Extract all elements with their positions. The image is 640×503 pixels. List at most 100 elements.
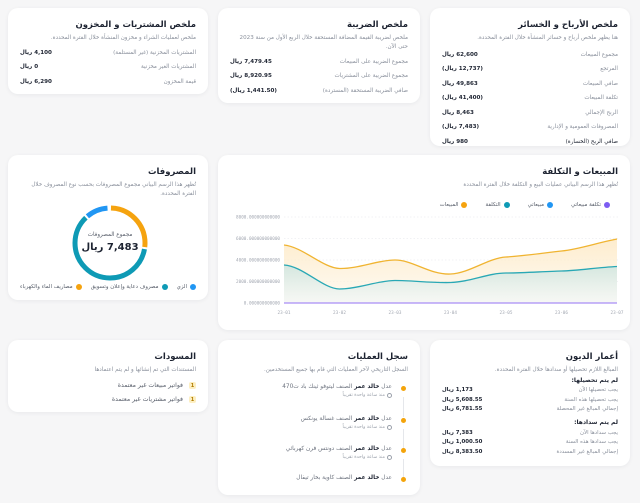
row-value: (7,483 ريال) bbox=[442, 124, 480, 131]
row-label: تكلفة المبيعات bbox=[584, 95, 618, 102]
row-value: 5,608.55 ريال bbox=[442, 396, 483, 403]
activity-text: عدل خالد عمر الصنف غسالة يونكس bbox=[230, 416, 392, 422]
purchases-row: قيمة المخزون 6,290 ريال bbox=[20, 75, 196, 90]
activity-time-text: منذ ساعة واحدة تقريباً bbox=[342, 454, 385, 460]
legend-label: التكلفة bbox=[485, 201, 501, 208]
row-value: 7,383 ريال bbox=[442, 429, 473, 436]
activity-detail: الصنف دونتس فرن كهربائي bbox=[285, 445, 353, 452]
legend-label: مصروف دعاية وإعلان وتسويق bbox=[90, 284, 159, 290]
row-label: صافي الربح (الخسارة) bbox=[565, 138, 618, 145]
sales-cost-title: المبيعات و التكلفة bbox=[542, 167, 618, 177]
profit-loss-row: الربح الإجمالي 8,463 ريال bbox=[442, 106, 618, 121]
timeline-dot-icon bbox=[401, 417, 406, 423]
legend-item[interactable]: مصاريف الماء والكهرباء bbox=[20, 284, 82, 290]
x-tick: 23-04 bbox=[444, 310, 457, 316]
activity-user[interactable]: خالد عمر bbox=[354, 445, 380, 452]
profit-loss-card: ملخص الأرباح و الخسائر هنا يظهر ملخص أرب… bbox=[430, 8, 630, 146]
draft-item-sales[interactable]: 1 فواتير مبيعات غير معتمدة bbox=[20, 379, 196, 393]
y-tick: 8000.000000000000 bbox=[236, 215, 280, 221]
tax-row: مجموع الضريبة على المبيعات 7,479.45 ريال bbox=[230, 54, 408, 69]
activity-verb: عدل bbox=[381, 445, 392, 452]
purchases-row: المشتريات الغير مخزنية 0 ريال bbox=[20, 60, 196, 75]
legend-dot-icon bbox=[75, 284, 82, 290]
timeline-dot-icon bbox=[401, 385, 406, 391]
activity-verb: عدل bbox=[381, 383, 392, 390]
activity-time-text: منذ ساعة واحدة تقريباً bbox=[342, 424, 385, 430]
activity-user[interactable]: خالد عمر bbox=[354, 415, 380, 422]
legend-item[interactable]: مصروف دعاية وإعلان وتسويق bbox=[91, 284, 168, 290]
activity-verb: عدل bbox=[381, 415, 392, 422]
row-label: مجموع الضريبة على المشتريات bbox=[334, 73, 408, 80]
row-value: 1,173 ريال bbox=[442, 387, 473, 394]
legend-dot-icon bbox=[461, 201, 468, 208]
purchases-title: ملخص المشتريات و المخزون bbox=[75, 20, 196, 30]
sales-cost-subtitle: تُظهر هذا الرسم البياني عمليات البيع و ا… bbox=[463, 182, 618, 188]
profit-loss-row: المصروفات العمومية و الإدارية (7,483 ريال… bbox=[442, 120, 618, 135]
row-value: 8,920.95 ريال bbox=[230, 73, 272, 80]
legend-item[interactable]: مبيعاتي bbox=[528, 201, 554, 208]
x-tick: 23-02 bbox=[333, 310, 346, 316]
legend-dot-icon bbox=[190, 284, 196, 290]
legend-item[interactable]: تكلفة مبيعاتي bbox=[571, 201, 610, 208]
row-value: (41,400 ريال) bbox=[442, 95, 483, 102]
row-label: يجب تحصيلها هذه السنة bbox=[564, 396, 618, 403]
tax-row: صافي الضريبة المستحقة (المستردة) (1,441.5… bbox=[230, 83, 408, 98]
expenses-legend: الزي مصروف دعاية وإعلان وتسويق مصاريف ال… bbox=[20, 284, 196, 290]
drafts-card: المسودات المستندات التي تم إنشائها و لم … bbox=[8, 340, 208, 412]
activity-user[interactable]: خالد عمر bbox=[354, 474, 380, 481]
activity-item[interactable]: عدل خالد عمر الصنف ليتوفو ثينك باد ت470 … bbox=[230, 383, 406, 417]
tax-card: ملخص الضريبة ملخص لضريبة القيمة المضافة … bbox=[218, 8, 420, 103]
timeline-connector bbox=[403, 458, 404, 479]
row-label: المشتريات المخزنية (غير المستلمة) bbox=[113, 49, 196, 56]
cost-line bbox=[283, 264, 618, 290]
activity-item[interactable]: عدل خالد عمر الصنف دونتس فرن كهربائي منذ… bbox=[230, 445, 406, 479]
receivable-row: يجب تحصيلها هذه السنة 5,608.55 ريال bbox=[442, 395, 618, 405]
y-tick: 2000.000000000000 bbox=[236, 279, 280, 285]
x-tick: 23-03 bbox=[389, 310, 402, 316]
activity-item[interactable]: عدل خالد عمر الصنف كاوية بخار تيفال bbox=[230, 475, 406, 487]
legend-item[interactable]: المبيعات bbox=[439, 201, 468, 208]
receivable-row: إجمالي المبالغ غير المحصلة 6,781.55 ريال bbox=[442, 405, 618, 415]
donut-center-value: 7,483 ريال bbox=[81, 242, 139, 253]
profit-loss-row: صافي المبيعات 49,863 ريال bbox=[442, 77, 618, 92]
draft-item-purchases[interactable]: 1 فواتير مشتريات غير معتمدة bbox=[20, 393, 196, 407]
row-value: 8,383.50 ريال bbox=[442, 448, 483, 455]
legend-label: الزي bbox=[176, 284, 187, 290]
payable-row: يجب سدادها الآن 7,383 ريال bbox=[442, 428, 618, 438]
row-label: مجموع الضريبة على المبيعات bbox=[339, 58, 408, 65]
y-tick: 0.000000000000 bbox=[244, 301, 281, 307]
debts-subtitle: المبالغ اللازم تحصيلها أو سدادها خلال ال… bbox=[494, 367, 618, 373]
legend-label: المبيعات bbox=[439, 201, 459, 208]
expenses-card: المصروفات تُظهر هذا الرسم البياني مجموع … bbox=[8, 155, 208, 300]
draft-count-badge: 1 bbox=[189, 396, 196, 404]
sales-cost-legend: تكلفة مبيعاتي مبيعاتي التكلفة المبيعات bbox=[230, 201, 618, 208]
activity-item[interactable]: عدل خالد عمر الصنف غسالة يونكس منذ ساعة … bbox=[230, 416, 406, 449]
row-label: يجب تحصيلها الآن bbox=[578, 387, 618, 394]
tax-subtitle: ملخص لضريبة القيمة المضافة المستحقة خلال… bbox=[239, 35, 408, 50]
drafts-title: المسودات bbox=[154, 352, 196, 362]
sales-cost-card: المبيعات و التكلفة تُظهر هذا الرسم البيا… bbox=[218, 155, 630, 330]
timeline-connector bbox=[403, 396, 404, 417]
legend-item[interactable]: التكلفة bbox=[485, 201, 510, 208]
legend-dot-icon bbox=[547, 201, 554, 208]
row-label: مجموع المبيعات bbox=[580, 51, 618, 58]
row-value: (12,737 ريال) bbox=[442, 66, 483, 73]
y-tick: 6000.000000000000 bbox=[236, 236, 280, 242]
legend-item[interactable]: الزي bbox=[177, 284, 196, 290]
timeline-dot-icon bbox=[401, 447, 406, 453]
expenses-title: المصروفات bbox=[147, 167, 196, 177]
row-value: 49,863 ريال bbox=[442, 80, 478, 87]
row-value: 62,600 ريال bbox=[442, 51, 478, 58]
draft-label: فواتير مشتريات غير معتمدة bbox=[111, 396, 183, 404]
row-value: 980 ريال bbox=[442, 138, 468, 145]
payable-row: إجمالي المبالغ غير المسددة 8,383.50 ريال bbox=[442, 447, 618, 457]
draft-count-badge: 1 bbox=[189, 382, 196, 390]
sales-cost-area-chart: 8000.000000000000 6000.000000000000 4000… bbox=[236, 215, 624, 317]
purchases-row: المشتريات المخزنية (غير المستلمة) 4,100 ر… bbox=[20, 46, 196, 61]
x-tick: 23-01 bbox=[278, 310, 291, 316]
activity-user[interactable]: خالد عمر bbox=[354, 383, 380, 390]
purchases-subtitle: ملخص لعمليات الشراء و مخزون المنشأة خلال… bbox=[50, 35, 196, 41]
timeline-connector bbox=[403, 428, 404, 449]
expenses-donut-chart: مجموع المصروفات 7,483 ريال bbox=[70, 203, 150, 283]
profit-loss-row: المرتجع (12,737 ريال) bbox=[442, 62, 618, 77]
